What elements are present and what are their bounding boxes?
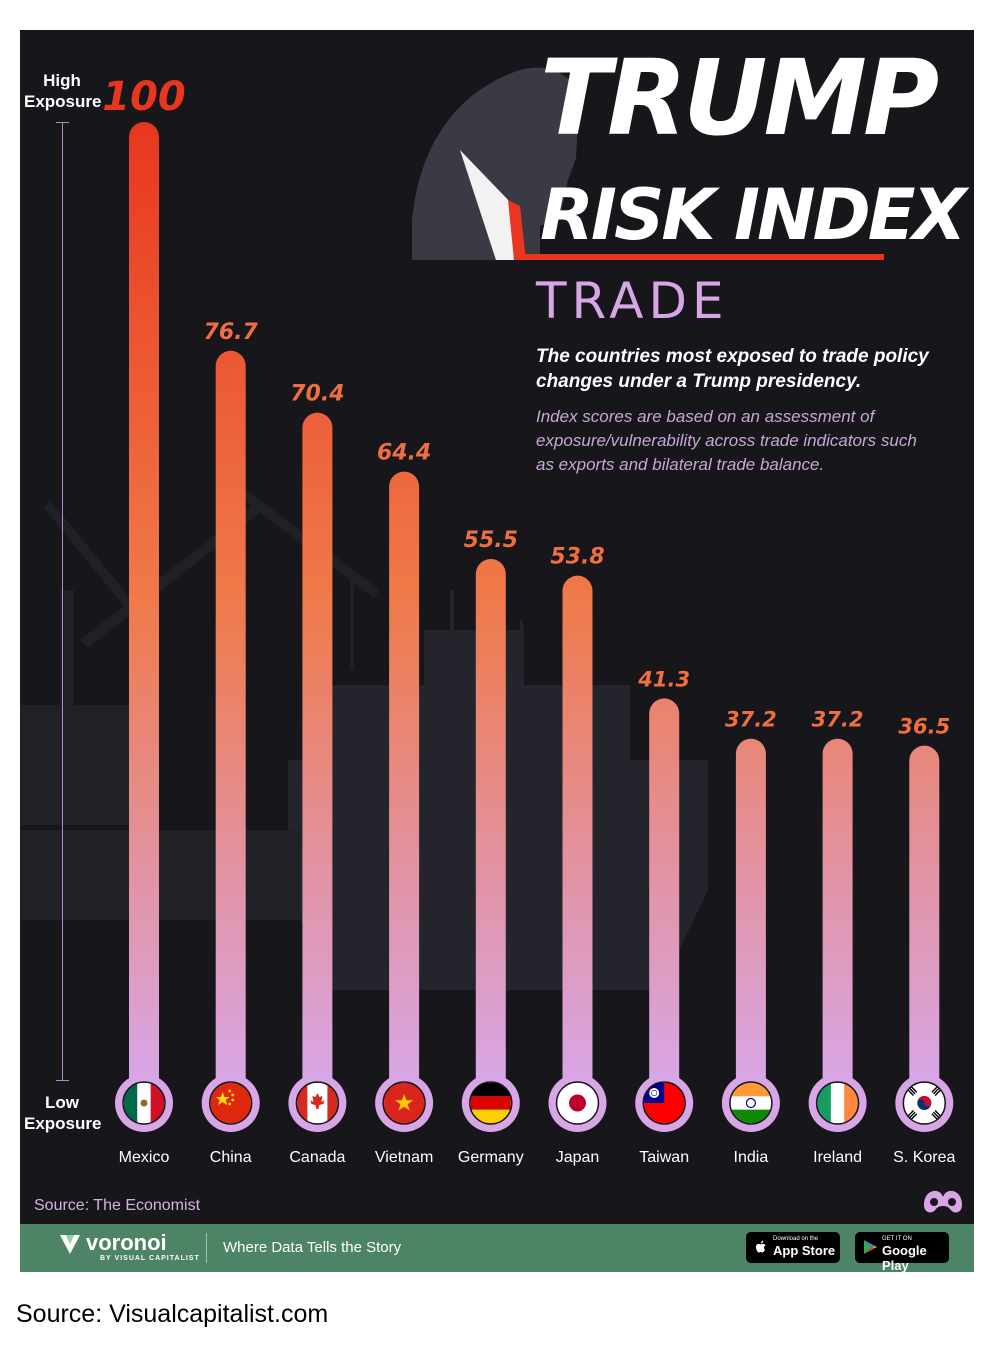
flag-border bbox=[555, 1081, 600, 1125]
app-store-small: Download on the bbox=[773, 1236, 819, 1242]
axis-line bbox=[62, 122, 63, 1080]
germany-flag-icon bbox=[470, 1083, 511, 1123]
country-label: Vietnam bbox=[375, 1149, 433, 1166]
bar-ireland bbox=[822, 738, 853, 1104]
bar-mexico bbox=[129, 122, 159, 1104]
value-label: 36.5 bbox=[898, 715, 950, 739]
canada-flag-icon bbox=[297, 1083, 338, 1123]
voronoi-brand-sub: BY VISUAL CAPITALIST bbox=[100, 1255, 200, 1262]
bar-india bbox=[735, 738, 766, 1104]
country-label: Mexico bbox=[119, 1149, 170, 1166]
bar-canada bbox=[302, 412, 333, 1104]
ireland-flag-icon bbox=[817, 1083, 858, 1123]
value-label: 70.4 bbox=[290, 382, 344, 407]
description: Index scores are based on an assessment … bbox=[536, 407, 917, 474]
bar-china bbox=[215, 350, 246, 1104]
voronoi-brand[interactable]: voronoi bbox=[86, 1230, 167, 1255]
value-label: 100 bbox=[102, 74, 186, 120]
india-flag-icon bbox=[730, 1083, 771, 1123]
mexico-flag-icon bbox=[124, 1083, 164, 1123]
footer-bar: voronoi BY VISUAL CAPITALIST Where Data … bbox=[20, 1224, 974, 1272]
visual-capitalist-logo-icon bbox=[924, 1190, 962, 1213]
vietnam-flag-icon bbox=[384, 1083, 425, 1123]
bar-taiwan bbox=[649, 698, 680, 1104]
bar-japan bbox=[562, 575, 593, 1104]
footer-divider bbox=[206, 1233, 207, 1263]
value-label: 53.8 bbox=[550, 545, 604, 570]
axis-label-high: High Exposure bbox=[24, 70, 102, 112]
bar-germany bbox=[475, 558, 506, 1104]
google-play-icon bbox=[864, 1240, 877, 1254]
apple-icon bbox=[756, 1240, 766, 1253]
japan-flag-icon bbox=[557, 1083, 598, 1123]
country-label: Ireland bbox=[813, 1149, 862, 1166]
headline-underline bbox=[516, 254, 884, 260]
voronoi-logo-icon bbox=[60, 1235, 80, 1254]
subtitle: The countries most exposed to trade poli… bbox=[536, 346, 929, 392]
headline-trump: TRUMP bbox=[540, 37, 939, 159]
infographic-poster: TRUMP RISK INDEX TRADE The countries mos… bbox=[20, 30, 974, 1272]
value-label: 55.5 bbox=[464, 528, 518, 553]
flag-border bbox=[815, 1081, 860, 1125]
headline-risk-index: RISK INDEX bbox=[540, 174, 966, 256]
axis-label-word: High bbox=[43, 71, 81, 90]
axis-label-word: Exposure bbox=[24, 92, 102, 111]
trump-silhouette bbox=[412, 67, 580, 261]
flag-border bbox=[122, 1081, 166, 1125]
value-label: 41.3 bbox=[637, 667, 690, 691]
value-label: 76.7 bbox=[204, 320, 259, 345]
page-source-caption: Source: Visualcapitalist.com bbox=[16, 1300, 329, 1328]
axis-label-word: Low bbox=[45, 1093, 79, 1112]
country-label: China bbox=[210, 1149, 252, 1166]
app-store-button[interactable]: Download on the App Store bbox=[746, 1232, 840, 1263]
axis-tick-top bbox=[56, 122, 69, 123]
flag-border bbox=[902, 1081, 947, 1125]
value-label: 64.4 bbox=[377, 441, 431, 466]
app-store-label: App Store bbox=[773, 1243, 836, 1258]
value-label: 37.2 bbox=[812, 708, 864, 732]
flag-border bbox=[729, 1081, 773, 1125]
flag-border bbox=[382, 1081, 426, 1125]
value-label: 37.2 bbox=[725, 708, 777, 732]
bar-vietnam bbox=[389, 471, 420, 1104]
flag-border bbox=[208, 1081, 253, 1125]
axis-label-word: Exposure bbox=[24, 1114, 102, 1133]
bar-chart: 100 Mexico 76.7 China 70.4 Canada 64.4 Vietnam 5… bbox=[102, 74, 955, 1166]
google-play-small: GET IT ON bbox=[882, 1236, 912, 1242]
country-label: S. Korea bbox=[893, 1149, 955, 1166]
flag-border bbox=[295, 1081, 340, 1125]
china-flag-icon bbox=[210, 1083, 251, 1123]
axis-label-low: Low Exposure bbox=[24, 1092, 102, 1134]
flag-border bbox=[642, 1081, 686, 1125]
country-label: Japan bbox=[556, 1149, 600, 1166]
tagline: Where Data Tells the Story bbox=[223, 1239, 402, 1256]
country-label: India bbox=[734, 1149, 769, 1166]
country-label: Canada bbox=[289, 1149, 345, 1166]
taiwan-flag-icon bbox=[644, 1083, 685, 1123]
south-korea-flag-icon bbox=[904, 1083, 945, 1123]
source-note: Source: The Economist bbox=[34, 1197, 201, 1214]
bar-s-korea bbox=[909, 745, 940, 1104]
flag-border bbox=[469, 1081, 513, 1125]
google-play-button[interactable]: GET IT ON Google Play bbox=[855, 1232, 949, 1272]
country-label: Germany bbox=[458, 1149, 524, 1166]
axis-tick-bottom bbox=[56, 1080, 69, 1081]
category-label: TRADE bbox=[536, 272, 729, 330]
country-label: Taiwan bbox=[639, 1149, 689, 1166]
google-play-label: Google Play bbox=[882, 1243, 927, 1272]
